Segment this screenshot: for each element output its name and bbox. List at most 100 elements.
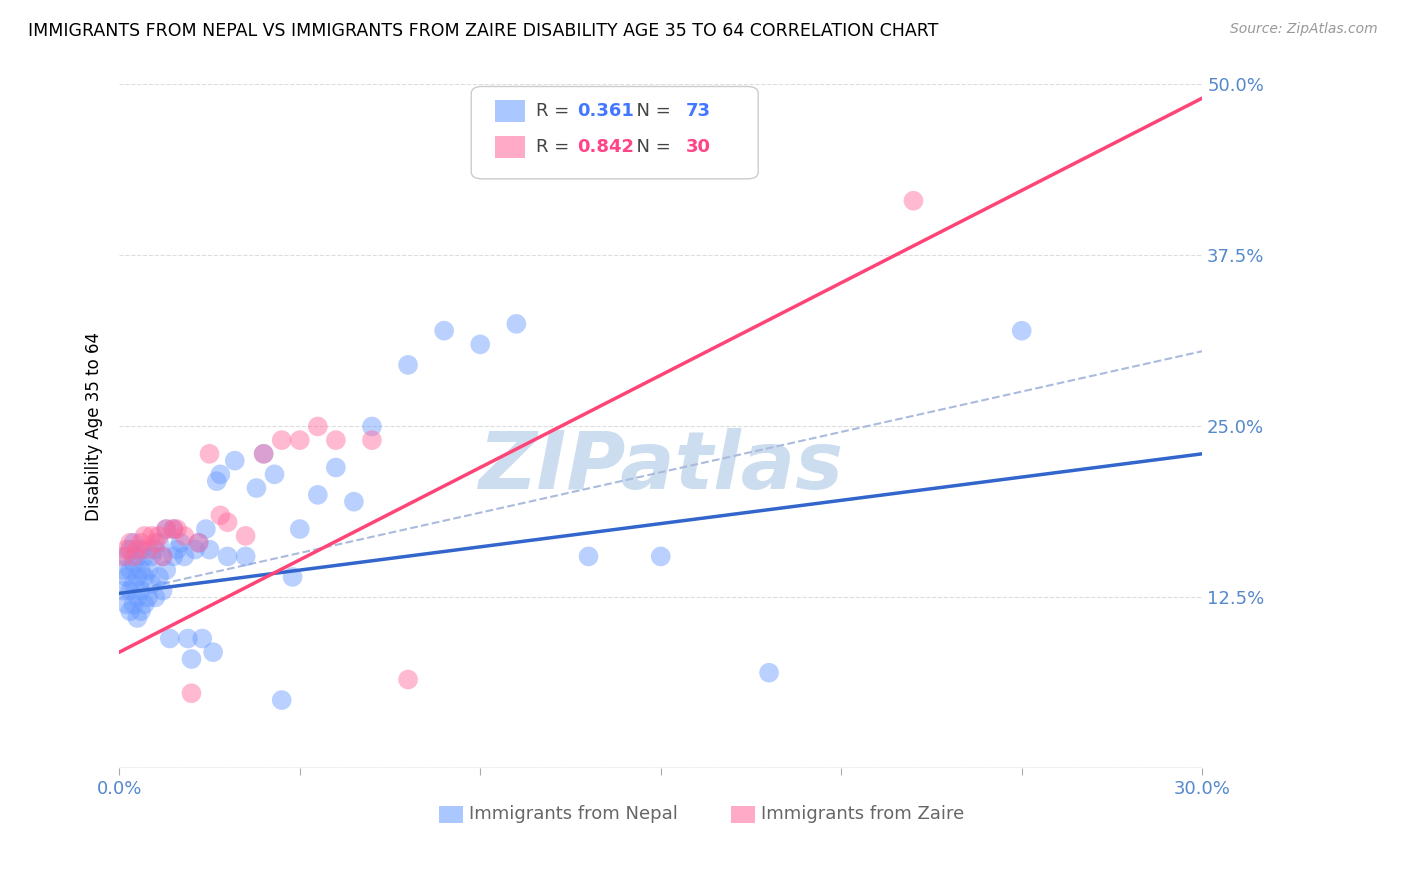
Point: [115, 542, 138, 557]
Point: [152, 549, 174, 564]
Point: [129, 604, 152, 618]
Point: [115, 597, 138, 611]
Point: [202, 645, 225, 659]
Point: [361, 419, 384, 434]
Point: [325, 433, 347, 447]
Point: [180, 686, 202, 700]
Text: IMMIGRANTS FROM NEPAL VS IMMIGRANTS FROM ZAIRE DISABILITY AGE 35 TO 64 CORRELATI: IMMIGRANTS FROM NEPAL VS IMMIGRANTS FROM…: [28, 22, 938, 40]
Point: [578, 549, 600, 564]
Point: [111, 563, 134, 577]
Point: [115, 549, 138, 564]
Point: [187, 535, 209, 549]
Point: [155, 563, 177, 577]
Point: [162, 522, 184, 536]
Point: [166, 542, 188, 557]
FancyBboxPatch shape: [471, 87, 758, 178]
Point: [127, 611, 149, 625]
Text: Source: ZipAtlas.com: Source: ZipAtlas.com: [1230, 22, 1378, 37]
Text: N =: N =: [626, 137, 676, 156]
Point: [325, 460, 347, 475]
Point: [307, 419, 329, 434]
Point: [155, 522, 177, 536]
Point: [127, 570, 149, 584]
Y-axis label: Disability Age 35 to 64: Disability Age 35 to 64: [86, 332, 103, 521]
Point: [396, 358, 419, 372]
Point: [173, 529, 195, 543]
Point: [148, 570, 170, 584]
Point: [253, 447, 276, 461]
Point: [1011, 324, 1033, 338]
Point: [148, 529, 170, 543]
Point: [433, 324, 456, 338]
Point: [198, 542, 221, 557]
Point: [270, 433, 292, 447]
Point: [111, 549, 134, 564]
Point: [122, 535, 145, 549]
Point: [263, 467, 285, 482]
Point: [162, 549, 184, 564]
Point: [169, 535, 191, 549]
Point: [187, 535, 209, 549]
Point: [217, 549, 239, 564]
Text: 0.361: 0.361: [578, 102, 634, 120]
Point: [470, 337, 492, 351]
Point: [288, 433, 311, 447]
Point: [235, 549, 257, 564]
Text: R =: R =: [536, 102, 575, 120]
Point: [505, 317, 527, 331]
Point: [141, 529, 163, 543]
Point: [122, 556, 145, 570]
Text: ZIPatlas: ZIPatlas: [478, 428, 844, 507]
Point: [120, 535, 142, 549]
Point: [281, 570, 304, 584]
Point: [136, 563, 159, 577]
Point: [650, 549, 672, 564]
Point: [166, 522, 188, 536]
Point: [122, 576, 145, 591]
Point: [134, 549, 156, 564]
Point: [115, 570, 138, 584]
Point: [122, 549, 145, 564]
FancyBboxPatch shape: [495, 136, 526, 158]
Point: [235, 529, 257, 543]
Point: [127, 591, 149, 605]
Point: [198, 447, 221, 461]
Point: [361, 433, 384, 447]
Point: [127, 549, 149, 564]
Point: [343, 494, 366, 508]
Point: [270, 693, 292, 707]
Text: 0.842: 0.842: [578, 137, 634, 156]
Point: [758, 665, 780, 680]
Point: [205, 474, 228, 488]
Point: [122, 597, 145, 611]
Point: [136, 542, 159, 557]
Point: [120, 583, 142, 598]
Point: [288, 522, 311, 536]
FancyBboxPatch shape: [439, 806, 463, 823]
Point: [129, 535, 152, 549]
Point: [162, 522, 184, 536]
Text: Immigrants from Nepal: Immigrants from Nepal: [470, 805, 678, 823]
Point: [152, 549, 174, 564]
Point: [111, 583, 134, 598]
Point: [194, 522, 217, 536]
Point: [209, 508, 232, 523]
Point: [152, 583, 174, 598]
Point: [155, 522, 177, 536]
Point: [159, 632, 181, 646]
Text: 30: 30: [686, 137, 710, 156]
Point: [184, 542, 207, 557]
Point: [180, 652, 202, 666]
Point: [134, 570, 156, 584]
FancyBboxPatch shape: [731, 806, 755, 823]
Text: R =: R =: [536, 137, 575, 156]
Point: [134, 597, 156, 611]
Point: [141, 549, 163, 564]
Point: [253, 447, 276, 461]
Point: [120, 604, 142, 618]
Text: N =: N =: [626, 102, 676, 120]
Point: [134, 529, 156, 543]
Point: [245, 481, 267, 495]
Text: Immigrants from Zaire: Immigrants from Zaire: [762, 805, 965, 823]
Point: [217, 515, 239, 529]
